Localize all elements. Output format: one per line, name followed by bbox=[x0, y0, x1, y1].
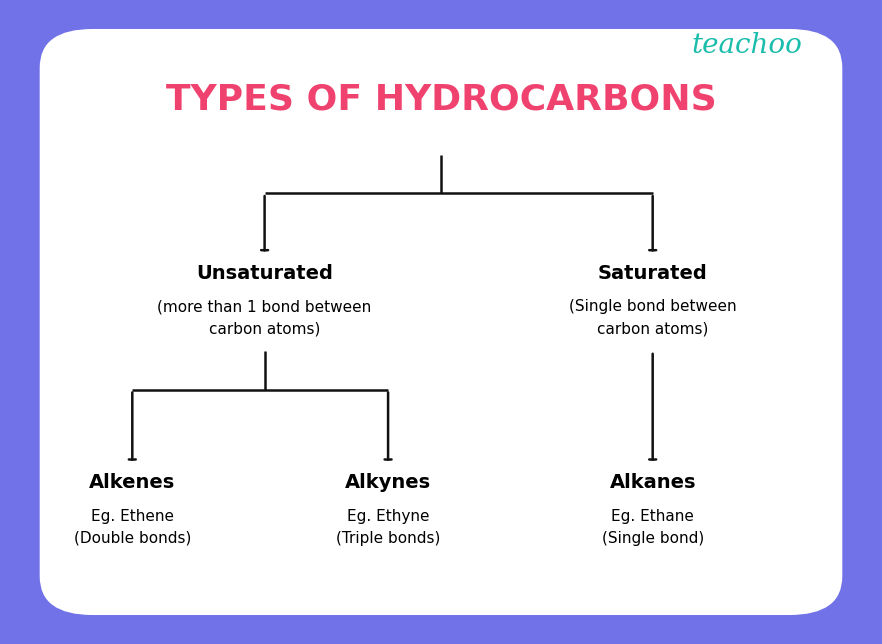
Text: Alkynes: Alkynes bbox=[345, 473, 431, 493]
FancyBboxPatch shape bbox=[40, 29, 842, 615]
Text: teachoo: teachoo bbox=[691, 32, 803, 59]
Text: (Single bond between
carbon atoms): (Single bond between carbon atoms) bbox=[569, 299, 736, 337]
Text: Alkanes: Alkanes bbox=[609, 473, 696, 493]
Text: TYPES OF HYDROCARBONS: TYPES OF HYDROCARBONS bbox=[166, 83, 716, 117]
Text: (more than 1 bond between
carbon atoms): (more than 1 bond between carbon atoms) bbox=[158, 299, 371, 337]
Text: Unsaturated: Unsaturated bbox=[196, 264, 333, 283]
Text: Eg. Ethene
(Double bonds): Eg. Ethene (Double bonds) bbox=[73, 509, 191, 546]
Text: Alkenes: Alkenes bbox=[89, 473, 176, 493]
Text: Saturated: Saturated bbox=[598, 264, 707, 283]
Text: Eg. Ethyne
(Triple bonds): Eg. Ethyne (Triple bonds) bbox=[336, 509, 440, 546]
Text: Eg. Ethane
(Single bond): Eg. Ethane (Single bond) bbox=[602, 509, 704, 546]
